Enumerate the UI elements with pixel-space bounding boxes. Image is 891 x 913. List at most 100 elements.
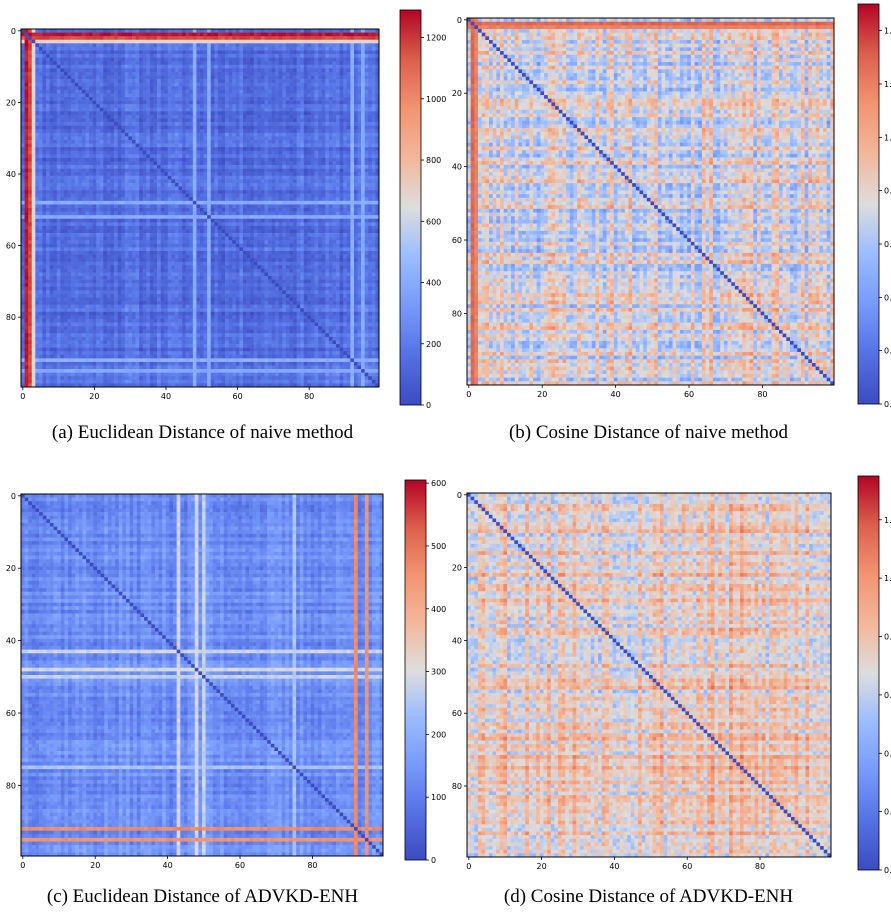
heatmap-cell [96,104,101,109]
heatmap-cell [210,157,215,162]
heatmap-cell [375,97,380,101]
heatmap-cell [285,150,290,155]
heatmap-cell [303,190,308,194]
heatmap-cell [310,111,315,116]
heatmap-cell [264,86,269,91]
heatmap-cell [293,75,297,80]
heatmap-cell [49,46,54,51]
heatmap-cell [332,122,337,126]
heatmap-cell [264,61,269,66]
heatmap-cell [106,97,111,101]
heatmap-cell [246,157,251,162]
heatmap-cell [53,75,58,80]
heatmap-cell [28,132,33,137]
heatmap-cell [117,136,122,141]
heatmap-cell [53,154,58,159]
heatmap-cell [114,39,118,44]
heatmap-cell [35,129,40,134]
heatmap-cell [160,154,165,159]
heatmap-cell [357,36,362,41]
heatmap-cell [235,114,240,119]
heatmap-cell [192,186,197,191]
heatmap-cell [271,46,276,51]
heatmap-cell [346,197,351,202]
heatmap-cell [361,100,365,105]
heatmap-cell [210,29,215,33]
heatmap-cell [71,54,75,58]
heatmap-cell [192,182,197,187]
heatmap-cell [350,64,355,69]
heatmap-cell [239,64,244,69]
heatmap-cell [189,125,194,130]
heatmap-cell [232,54,237,58]
heatmap-cell [60,186,65,191]
heatmap-cell [361,165,365,169]
heatmap-cell [346,168,351,173]
heatmap-cell [167,64,172,69]
heatmap-cell [81,122,86,126]
heatmap-cell [149,64,154,69]
heatmap-cell [81,39,86,44]
heatmap-cell [321,54,326,58]
heatmap-cell [24,132,29,137]
heatmap-cell [242,32,247,37]
heatmap-cell [303,197,308,202]
heatmap-cell [307,79,312,83]
heatmap-cell [328,50,333,55]
heatmap-cell [92,114,97,119]
heatmap-cell [350,168,355,173]
heatmap-cell [260,61,265,66]
heatmap-cell [232,64,237,69]
heatmap-cell [339,204,344,209]
heatmap-cell [196,125,201,130]
heatmap-cell [346,39,351,44]
heatmap-cell [99,154,104,159]
heatmap-cell [339,54,344,58]
heatmap-cell [106,193,111,198]
heatmap-cell [24,150,29,155]
heatmap-cell [285,182,290,187]
heatmap-cell [246,125,251,130]
heatmap-cell [164,75,169,80]
heatmap-cell [368,175,373,180]
heatmap-cell [174,93,179,98]
heatmap-cell [56,147,61,152]
heatmap-cell [207,161,212,166]
heatmap-cell [192,61,197,66]
heatmap-cell [106,136,111,141]
heatmap-cell [124,172,129,177]
heatmap-cell [278,179,283,184]
heatmap-cell [146,132,151,137]
heatmap-cell [24,154,29,159]
heatmap-cell [228,114,233,119]
heatmap-cell [35,64,40,69]
heatmap-cell [278,114,283,119]
heatmap-cell [239,29,244,33]
heatmap-cell [318,36,323,41]
heatmap-cell [353,39,358,44]
heatmap-cell [81,186,86,191]
heatmap-cell [60,114,65,119]
heatmap-cell [221,46,226,51]
heatmap-cell [285,114,290,119]
heatmap-cell [96,86,101,91]
heatmap-cell [114,165,118,169]
heatmap-cell [24,82,29,87]
heatmap-cell [96,200,101,205]
heatmap-cell [307,204,312,209]
heatmap-cell [225,71,229,76]
heatmap-cell [99,86,104,91]
heatmap-cell [310,64,315,69]
heatmap-cell [200,32,204,37]
heatmap-cell [131,122,136,126]
heatmap-cell [106,182,111,187]
heatmap-cell [128,75,133,80]
heatmap-cell [74,54,79,58]
heatmap-cell [71,114,75,119]
heatmap-cell [189,93,194,98]
heatmap-cell [56,68,61,73]
heatmap-cell [200,46,204,51]
heatmap-cell [260,132,265,137]
heatmap-cell [225,97,229,101]
heatmap-cell [361,107,365,112]
